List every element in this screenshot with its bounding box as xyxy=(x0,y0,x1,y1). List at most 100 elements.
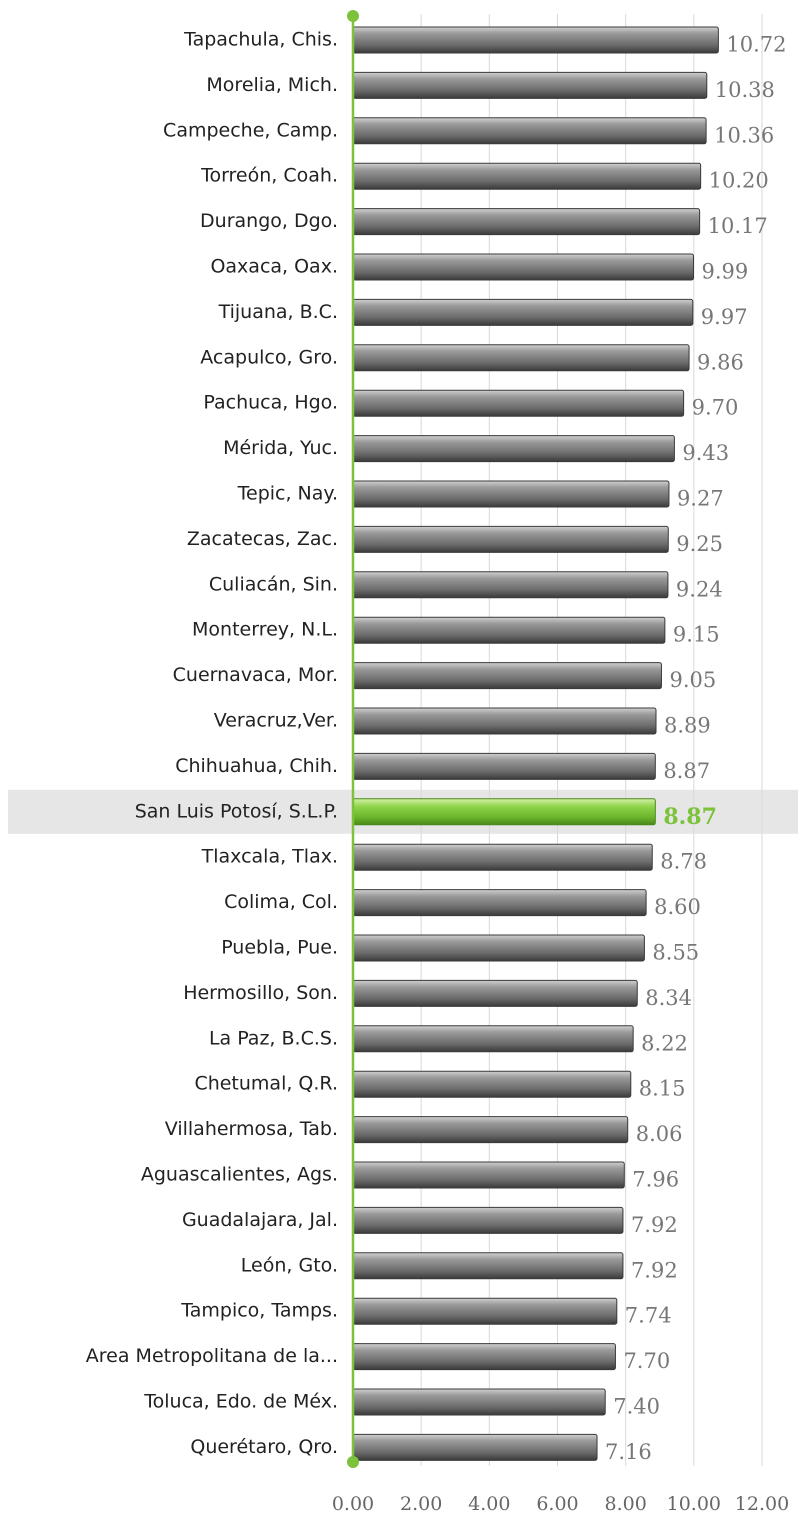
bar xyxy=(352,571,669,599)
bar xyxy=(352,1297,618,1325)
bar xyxy=(352,798,656,826)
category-label: Querétaro, Qro. xyxy=(190,1436,338,1458)
value-label: 10.17 xyxy=(708,214,768,238)
bar xyxy=(352,26,719,54)
value-label: 7.92 xyxy=(631,1258,678,1282)
bar xyxy=(352,1343,616,1371)
bar xyxy=(352,525,669,553)
bar xyxy=(352,1161,625,1189)
axis-end-dot xyxy=(347,10,359,22)
value-label: 7.70 xyxy=(623,1349,670,1373)
bar xyxy=(352,117,707,145)
value-label: 8.89 xyxy=(664,714,711,738)
value-label: 9.25 xyxy=(676,532,723,556)
bar xyxy=(352,298,694,326)
value-label: 7.16 xyxy=(605,1440,652,1464)
value-label: 9.97 xyxy=(701,305,748,329)
value-label: 7.92 xyxy=(631,1213,678,1237)
value-label: 8.60 xyxy=(654,895,701,919)
bar xyxy=(352,934,645,962)
category-label: Mérida, Yuc. xyxy=(223,437,338,459)
bar xyxy=(352,1206,624,1234)
category-label: Tapachula, Chis. xyxy=(183,29,338,51)
axis-end-dot xyxy=(347,1456,359,1468)
value-label: 7.40 xyxy=(613,1395,660,1419)
x-tick-label: 8.00 xyxy=(605,1493,647,1515)
value-label: 9.70 xyxy=(692,396,739,420)
value-label: 8.06 xyxy=(636,1122,683,1146)
bar xyxy=(352,208,701,236)
category-label: Hermosillo, Son. xyxy=(183,982,338,1004)
x-tick-label: 12.00 xyxy=(735,1493,789,1515)
bar xyxy=(352,1252,624,1280)
value-label: 9.27 xyxy=(677,487,724,511)
value-label: 9.05 xyxy=(669,668,716,692)
category-label: Tampico, Tamps. xyxy=(180,1300,338,1322)
bar xyxy=(352,71,708,99)
value-label: 9.86 xyxy=(697,350,744,374)
category-label: San Luis Potosí, S.L.P. xyxy=(135,800,338,822)
category-label: Tijuana, B.C. xyxy=(218,301,338,323)
category-label: Acapulco, Gro. xyxy=(200,346,338,368)
bar xyxy=(352,162,702,190)
bar xyxy=(352,1116,629,1144)
bar xyxy=(352,662,662,690)
category-label: Veracruz,Ver. xyxy=(214,710,338,732)
value-label: 10.72 xyxy=(726,33,786,57)
category-label: Pachuca, Hgo. xyxy=(203,392,338,414)
category-label: Colima, Col. xyxy=(224,891,338,913)
value-label: 8.87 xyxy=(663,804,717,830)
category-label: Oaxaca, Oax. xyxy=(210,256,338,278)
category-label: Area Metropolitana de la... xyxy=(86,1345,338,1367)
x-tick-label: 0.00 xyxy=(332,1493,374,1515)
bar xyxy=(352,1388,606,1416)
category-label: La Paz, B.C.S. xyxy=(209,1027,338,1049)
value-label: 10.20 xyxy=(709,169,769,193)
category-label: Durango, Dgo. xyxy=(200,210,338,232)
category-label: León, Gto. xyxy=(241,1254,338,1276)
value-label: 10.36 xyxy=(714,123,774,147)
value-label: 10.38 xyxy=(715,78,775,102)
category-label: Torreón, Coah. xyxy=(200,165,338,187)
bar xyxy=(352,1433,598,1461)
bar xyxy=(352,707,657,735)
category-label: Guadalajara, Jal. xyxy=(182,1209,338,1231)
value-label: 9.15 xyxy=(673,623,720,647)
marks-layer: 0.00 2.00 4.00 6.00 8.00 10.00 12.00 10.72 Tapac… xyxy=(86,10,789,1515)
value-label: 8.87 xyxy=(663,759,710,783)
value-label: 7.74 xyxy=(625,1304,672,1328)
bar xyxy=(352,253,694,281)
bar xyxy=(352,1025,634,1053)
bar xyxy=(352,889,647,917)
category-label: Zacatecas, Zac. xyxy=(187,528,338,550)
value-label: 9.99 xyxy=(701,260,748,284)
value-label: 8.55 xyxy=(652,941,699,965)
bar xyxy=(352,843,653,871)
bar xyxy=(352,435,675,463)
x-tick-label: 10.00 xyxy=(667,1493,721,1515)
x-tick-label: 6.00 xyxy=(536,1493,578,1515)
bar xyxy=(352,1070,632,1098)
value-label: 8.15 xyxy=(639,1077,686,1101)
bar xyxy=(352,616,666,644)
category-label: Toluca, Edo. de Méx. xyxy=(143,1391,338,1413)
bar xyxy=(352,344,690,372)
category-label: Tepic, Nay. xyxy=(237,483,338,505)
value-label: 7.96 xyxy=(632,1168,679,1192)
category-label: Puebla, Pue. xyxy=(221,937,338,959)
bar xyxy=(352,389,685,417)
bar xyxy=(352,480,670,508)
category-label: Chihuahua, Chih. xyxy=(175,755,338,777)
value-label: 8.22 xyxy=(641,1031,688,1055)
category-label: Campeche, Camp. xyxy=(163,119,338,141)
x-tick-label: 2.00 xyxy=(400,1493,442,1515)
x-tick-label: 4.00 xyxy=(468,1493,510,1515)
category-label: Monterrey, N.L. xyxy=(192,619,338,641)
bar xyxy=(352,752,656,780)
value-label: 8.78 xyxy=(660,850,707,874)
value-label: 8.34 xyxy=(645,986,692,1010)
category-label: Tlaxcala, Tlax. xyxy=(201,846,338,868)
category-label: Cuernavaca, Mor. xyxy=(173,664,338,686)
category-label: Aguascalientes, Ags. xyxy=(141,1164,338,1186)
